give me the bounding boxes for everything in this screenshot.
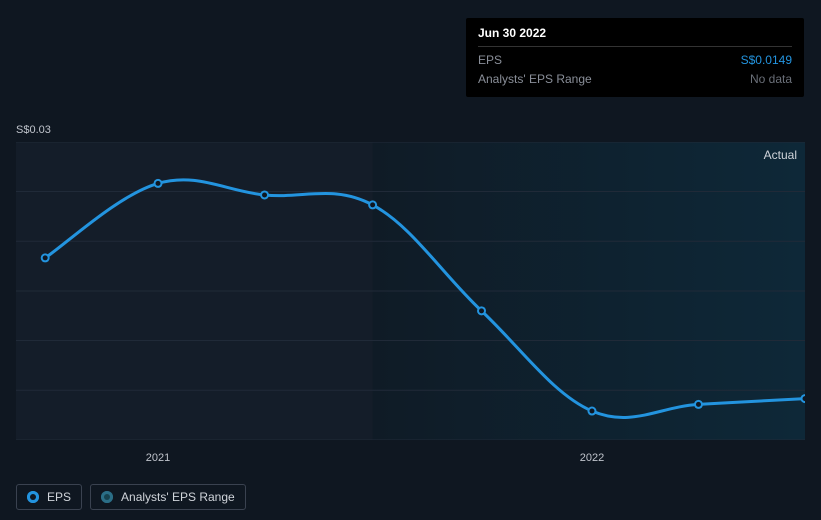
chart-plot-area[interactable]: Actual — [16, 142, 805, 440]
tooltip-row-eps: EPS S$0.0149 — [478, 51, 792, 70]
legend-swatch-icon — [27, 491, 39, 503]
legend-item[interactable]: Analysts' EPS Range — [90, 484, 246, 510]
tooltip-label: Analysts' EPS Range — [478, 70, 592, 89]
legend-item[interactable]: EPS — [16, 484, 82, 510]
tooltip-row-range: Analysts' EPS Range No data — [478, 70, 792, 89]
tooltip-label: EPS — [478, 51, 502, 70]
legend-swatch-icon — [101, 491, 113, 503]
x-axis-tick: 2021 — [146, 452, 170, 464]
chart-container: Jun 30 2022 EPS S$0.0149 Analysts' EPS R… — [0, 0, 821, 520]
tooltip-value: No data — [750, 70, 792, 89]
tooltip-value: S$0.0149 — [741, 51, 792, 70]
chart-legend: EPS Analysts' EPS Range — [16, 484, 246, 510]
chart-svg — [16, 142, 805, 440]
actual-label: Actual — [764, 148, 797, 162]
legend-label: EPS — [47, 490, 71, 504]
chart-tooltip: Jun 30 2022 EPS S$0.0149 Analysts' EPS R… — [466, 18, 804, 97]
tooltip-title: Jun 30 2022 — [478, 26, 792, 47]
legend-label: Analysts' EPS Range — [121, 490, 235, 504]
x-axis-tick: 2022 — [580, 452, 604, 464]
y-axis-tick-top: S$0.03 — [16, 124, 51, 136]
